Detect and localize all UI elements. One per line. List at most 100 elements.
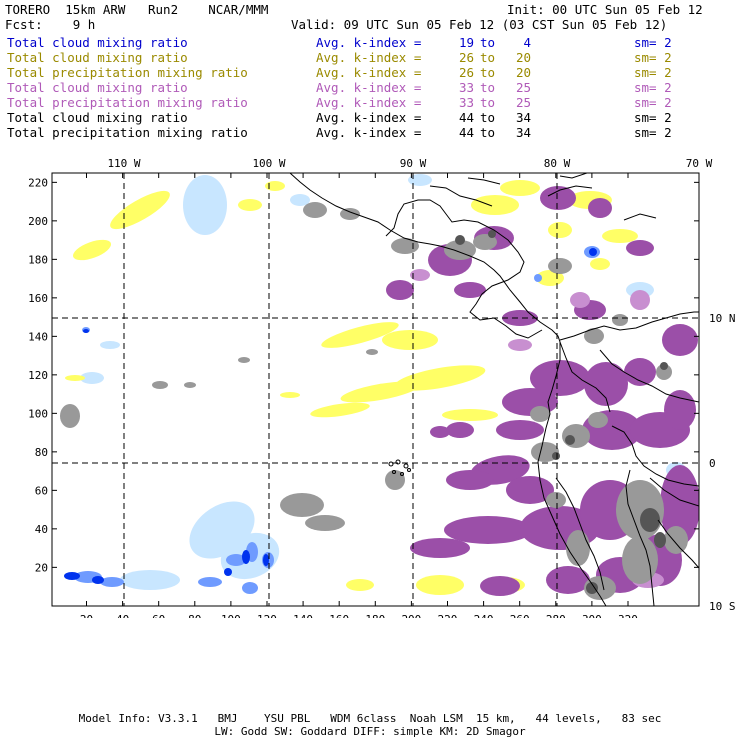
dark-gray-region [654, 532, 666, 548]
y-tick-label: 60 [35, 484, 48, 497]
legend-kindex-from: 33 [458, 95, 474, 110]
legend-kindex-label: Avg. k-index = [316, 35, 422, 50]
gray-region [303, 202, 327, 218]
legend-field-name: Total cloud mixing ratio [7, 35, 188, 50]
legend-kindex-from: 44 [458, 110, 474, 125]
gray-region [305, 515, 345, 531]
yellow-region [442, 409, 498, 421]
x-tick-label: 80 [188, 613, 201, 618]
legend-kindex-end: 34 [515, 110, 531, 125]
light-blue-region [120, 570, 180, 590]
legend-field-name: Total cloud mixing ratio [7, 110, 188, 125]
gray-region [584, 328, 604, 344]
legend-smoothing: sm= 2 [634, 35, 672, 50]
purple-region [584, 362, 628, 406]
model-info: Model Info: V3.3.1 BMJ YSU PBL WDM 6clas… [78, 712, 662, 725]
legend-smoothing: sm= 2 [634, 80, 672, 95]
latitude-label: 10 S [709, 600, 736, 613]
legend-smoothing: sm= 2 [634, 65, 672, 80]
light-blue-region [408, 174, 432, 186]
y-tick-label: 140 [28, 330, 48, 343]
legend-field-name: Total precipitation mixing ratio [7, 95, 248, 110]
legend-smoothing: sm= 2 [634, 95, 672, 110]
forecast-map: 20 40 60 80 100 120 140 160 180 200 220 20 40 60 80 100… [28, 157, 735, 618]
purple-region [624, 358, 656, 386]
dark-blue-region [224, 568, 232, 576]
legend-row: Total precipitation mixing ratio Avg. k-i… [7, 65, 707, 80]
dark-blue-region [92, 576, 104, 584]
blue-region [534, 274, 542, 282]
legend-kindex-label: Avg. k-index = [316, 50, 422, 65]
x-tick-label: 260 [510, 613, 530, 618]
legend-kindex-to: to [480, 35, 496, 50]
legend-kindex-from: 33 [458, 80, 474, 95]
legend-kindex-end: 20 [515, 50, 531, 65]
legend-kindex-to: to [480, 65, 496, 80]
x-tick-label: 320 [618, 613, 638, 618]
blue-region [226, 554, 246, 566]
y-tick-label: 40 [35, 523, 48, 536]
light-blue-region [80, 372, 104, 384]
dark-gray-region [586, 582, 598, 594]
legend-kindex-label: Avg. k-index = [316, 110, 422, 125]
init-time: Init: 00 UTC Sun 05 Feb 12 [507, 2, 703, 17]
x-tick-label: 200 [401, 613, 421, 618]
purple-region [444, 516, 532, 544]
dark-blue-region [64, 572, 80, 580]
dark-gray-region [455, 235, 465, 245]
forecast-hour: Fcst: 9 h [5, 17, 96, 32]
longitude-label: 90 W [400, 157, 427, 170]
purple-region [664, 390, 696, 430]
gray-region [152, 381, 168, 389]
purple-region [662, 324, 698, 356]
dark-gray-region [552, 452, 560, 460]
gray-region [238, 357, 250, 363]
yellow-region [500, 180, 540, 196]
blue-region [198, 577, 222, 587]
yellow-region [382, 330, 438, 350]
legend-row: Total cloud mixing ratio Avg. k-index = 33… [7, 80, 707, 95]
dark-blue-region [263, 554, 269, 566]
latitude-label: 0 [709, 457, 716, 470]
physics-info: LW: Godd SW: Goddard DIFF: simple KM: 2D… [214, 725, 526, 738]
yellow-region [340, 381, 420, 403]
purple-region [496, 420, 544, 440]
light-purple-region [630, 290, 650, 310]
gray-region [588, 412, 608, 428]
gray-region [184, 382, 196, 388]
yellow-region [265, 181, 285, 191]
model-title: TORERO 15km ARW Run2 NCAR/MMM [5, 2, 269, 17]
legend-smoothing: sm= 2 [634, 50, 672, 65]
x-tick-label: 60 [152, 613, 165, 618]
purple-region [502, 310, 538, 326]
x-tick-label: 40 [116, 613, 129, 618]
legend-kindex-label: Avg. k-index = [316, 65, 422, 80]
yellow-region [73, 239, 111, 261]
legend-kindex-end: 4 [523, 35, 531, 50]
legend-kindex-end: 34 [515, 125, 531, 140]
yellow-region [346, 579, 374, 591]
gray-region [280, 493, 324, 517]
gray-region [60, 404, 80, 428]
x-tick-label: 280 [546, 613, 566, 618]
light-purple-region [410, 269, 430, 281]
x-tick-label: 140 [293, 613, 313, 618]
latitude-label: 10 N [709, 312, 736, 325]
gray-region [566, 530, 590, 566]
legend-field-name: Total precipitation mixing ratio [7, 65, 248, 80]
dark-gray-region [565, 435, 575, 445]
legend-kindex-from: 44 [458, 125, 474, 140]
legend-smoothing: sm= 2 [634, 110, 672, 125]
y-tick-label: 20 [35, 561, 48, 574]
purple-region [386, 280, 414, 300]
light-blue-region [183, 175, 227, 235]
legend-kindex-from: 19 [458, 35, 474, 50]
light-blue-region [100, 341, 120, 349]
x-tick-label: 100 [221, 613, 241, 618]
yellow-region [110, 190, 170, 230]
purple-region [626, 240, 654, 256]
gray-region [340, 208, 360, 220]
x-tick-label: 120 [257, 613, 277, 618]
axis-labels: 20 40 60 80 100 120 140 160 180 200 220 20 40 60 80 100… [28, 157, 735, 618]
dark-blue-region [589, 248, 597, 256]
